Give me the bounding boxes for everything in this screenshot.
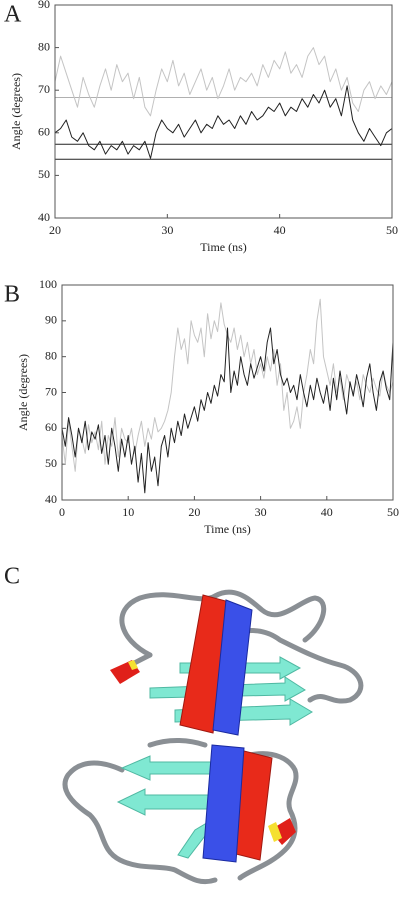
x-axis-label: Time (ns) xyxy=(200,240,247,254)
y-tick-label: 70 xyxy=(45,384,57,398)
y-tick-label: 70 xyxy=(38,82,50,96)
y-tick-label: 60 xyxy=(45,420,57,434)
coil xyxy=(237,751,299,881)
x-tick-label: 40 xyxy=(274,223,286,237)
x-tick-label: 50 xyxy=(386,223,398,237)
y-tick-label: 100 xyxy=(39,277,57,291)
y-tick-label: 40 xyxy=(38,210,50,224)
panel-label: A xyxy=(4,2,22,28)
x-tick-label: 40 xyxy=(321,505,333,519)
x-tick-label: 0 xyxy=(59,505,65,519)
y-axis-label: Angle (degrees) xyxy=(9,73,23,150)
helix-turn xyxy=(270,818,296,845)
panel-label: C xyxy=(4,564,20,590)
y-tick-label: 80 xyxy=(38,39,50,53)
helix-turn xyxy=(128,660,138,670)
coil xyxy=(147,738,208,748)
panel-label: B xyxy=(4,282,20,308)
data-line xyxy=(54,47,393,117)
helix xyxy=(202,744,245,863)
protein-structure xyxy=(62,589,364,885)
x-tick-label: 20 xyxy=(49,223,61,237)
y-tick-label: 90 xyxy=(45,313,57,327)
x-tick-label: 10 xyxy=(122,505,134,519)
helix xyxy=(212,599,253,736)
y-tick-label: 90 xyxy=(38,0,50,11)
y-tick-label: 50 xyxy=(38,167,50,181)
y-tick-label: 80 xyxy=(45,348,57,362)
coil xyxy=(212,628,364,704)
x-axis-label: Time (ns) xyxy=(204,522,251,536)
data-line xyxy=(54,85,393,159)
plot-frame xyxy=(61,284,394,501)
helix-turn xyxy=(268,822,282,842)
coil xyxy=(62,760,218,885)
data-line xyxy=(61,298,394,472)
y-axis-label: Angle (degrees) xyxy=(16,354,30,431)
coil xyxy=(119,589,327,658)
y-tick-label: 40 xyxy=(45,492,57,506)
helix xyxy=(179,594,234,734)
data-line xyxy=(61,327,394,494)
x-tick-label: 20 xyxy=(188,505,200,519)
y-tick-label: 60 xyxy=(38,125,50,139)
x-tick-label: 50 xyxy=(387,505,399,519)
x-tick-label: 30 xyxy=(255,505,267,519)
y-tick-label: 50 xyxy=(45,456,57,470)
plot-frame xyxy=(54,4,393,219)
x-tick-label: 30 xyxy=(161,223,173,237)
